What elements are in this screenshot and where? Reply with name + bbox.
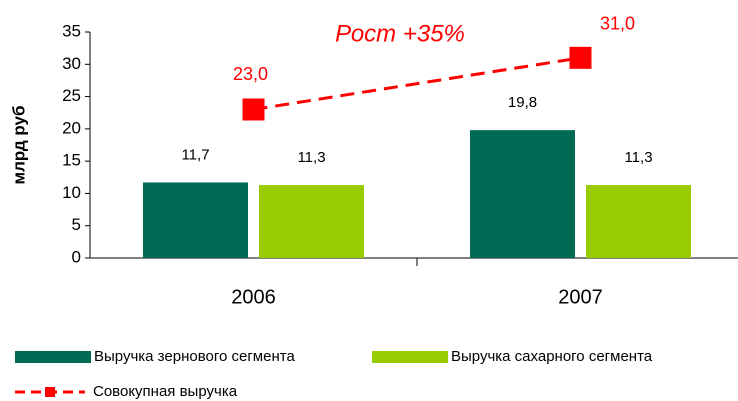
y-tick-label: 5 <box>72 215 81 234</box>
legend-label: Выручка сахарного сегмента <box>451 348 653 365</box>
y-axis-label: млрд руб <box>9 106 28 185</box>
legend-swatch <box>372 351 448 363</box>
line-marker <box>242 98 265 121</box>
bar <box>143 182 248 258</box>
y-tick-label: 15 <box>62 151 81 170</box>
value-label: 19,8 <box>508 94 537 111</box>
annotation: Рост +35% <box>335 20 465 47</box>
y-tick-label: 25 <box>62 86 81 105</box>
line-marker <box>569 46 592 69</box>
value-label: 31,0 <box>600 14 635 34</box>
bar <box>259 185 364 258</box>
value-label: 11,3 <box>297 149 325 166</box>
y-tick-label: 20 <box>62 118 81 137</box>
value-label: 23,0 <box>233 64 268 84</box>
x-tick-label: 2006 <box>231 286 276 308</box>
legend-marker <box>45 387 55 397</box>
y-tick-label: 35 <box>62 21 81 40</box>
y-tick-label: 10 <box>62 183 81 202</box>
value-label: 11,7 <box>181 146 209 163</box>
y-tick-label: 30 <box>62 54 81 73</box>
legend-swatch <box>15 351 91 363</box>
x-tick-label: 2007 <box>558 286 603 308</box>
value-label: 11,3 <box>624 149 652 166</box>
line <box>253 56 581 111</box>
bar <box>470 130 575 258</box>
y-tick-label: 0 <box>72 247 81 266</box>
legend-label: Совокупная выручка <box>93 383 238 400</box>
legend-label: Выручка зернового сегмента <box>94 348 295 365</box>
bar <box>586 185 691 258</box>
